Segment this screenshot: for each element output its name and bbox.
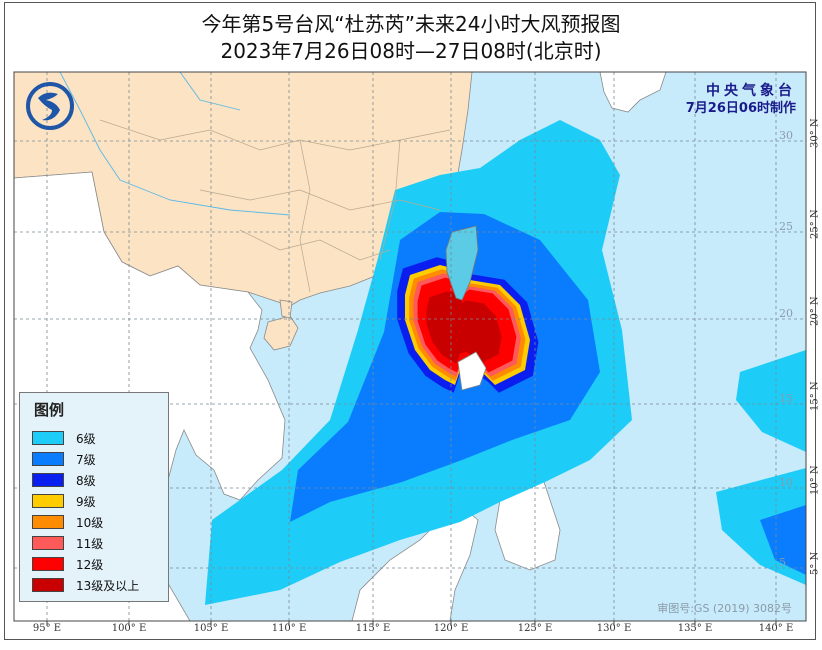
- lon-label: 115° E: [355, 623, 391, 634]
- lat-label: 25° N: [809, 209, 821, 239]
- legend-item-level-11: 11级: [32, 534, 103, 552]
- issue-time: 7月26日06时制作: [685, 101, 796, 116]
- taiwan-island: [445, 225, 479, 301]
- lon-label: 100° E: [111, 623, 147, 634]
- inner-lat-label: 10: [779, 476, 793, 489]
- kyushu-island: [599, 72, 667, 113]
- issuing-agency: 中央气象台 7月26日06时制作: [686, 82, 796, 118]
- map-frame: [13, 71, 807, 622]
- figure-border: [4, 2, 816, 640]
- lat-label: 20° N: [809, 296, 821, 326]
- map-title: 今年第5号台风“杜苏芮”未来24小时大风预报图: [201, 12, 621, 36]
- legend-swatch: [32, 515, 64, 529]
- lon-label: 135° E: [677, 623, 713, 634]
- inner-lat-label: 15: [779, 392, 793, 405]
- legend-swatch: [32, 536, 64, 550]
- legend-title: 图例: [34, 401, 65, 419]
- map-subtitle-time-range: 2023年7月26日08时—27日08时(北京时): [220, 39, 602, 63]
- legend-swatch: [32, 431, 64, 445]
- lon-label: 130° E: [596, 623, 632, 634]
- inner-lat-label: 20: [779, 307, 793, 320]
- lat-label: 15° N: [809, 381, 821, 411]
- lon-label: 140° E: [758, 623, 794, 634]
- legend-item-level-9: 9级: [32, 492, 96, 510]
- lon-label: 125° E: [517, 623, 553, 634]
- agency-name: 中央气象台: [706, 83, 796, 99]
- legend-swatch: [32, 494, 64, 508]
- legend-swatch: [32, 473, 64, 487]
- cma-logo-icon: [26, 82, 74, 130]
- inner-lat-label: 30: [779, 129, 793, 142]
- legend-swatch: [32, 578, 64, 592]
- legend-swatch: [32, 557, 64, 571]
- lon-label: 105° E: [193, 623, 229, 634]
- inner-lat-label: 25: [779, 220, 793, 233]
- legend-item-level-6: 6级: [32, 429, 96, 447]
- luzon-north: [457, 351, 487, 391]
- lon-label: 110° E: [271, 623, 307, 634]
- lat-label: 10° N: [809, 465, 821, 495]
- legend: 图例 6级 7级 8级 9级 10级 11级 12级 13级及以上: [19, 392, 169, 602]
- legend-item-level-10: 10级: [32, 513, 103, 531]
- legend-item-level-13-plus: 13级及以上: [32, 576, 139, 594]
- wind-area-level-13-plus: [426, 291, 502, 364]
- legend-item-level-12: 12级: [32, 555, 103, 573]
- legend-item-level-7: 7级: [32, 450, 96, 468]
- legend-swatch: [32, 452, 64, 466]
- lat-label: 5° N: [809, 551, 821, 575]
- lat-label: 30° N: [809, 118, 821, 148]
- lon-label: 95° E: [32, 623, 62, 634]
- map-approval-number: 审图号:GS (2019) 3082号: [657, 602, 792, 615]
- legend-item-level-8: 8级: [32, 471, 96, 489]
- wind-area-level-7-east: [760, 505, 806, 575]
- inner-lat-label: 5: [779, 556, 786, 569]
- leizhou-peninsula: [279, 299, 293, 319]
- rivers: [59, 72, 291, 216]
- lon-label: 120° E: [433, 623, 469, 634]
- province-borders: [99, 119, 451, 293]
- wind-area-level-6-east-1: [736, 350, 806, 452]
